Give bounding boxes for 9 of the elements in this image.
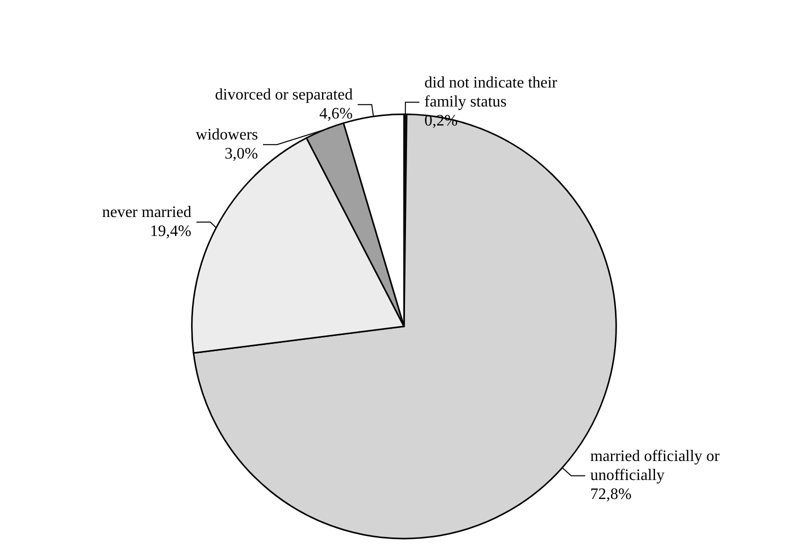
slice-label: married officially or unofficially	[590, 448, 724, 484]
slice-label: never married	[102, 204, 192, 222]
data-label: 4,6%	[319, 106, 353, 123]
slice-label: widowers	[196, 126, 258, 144]
slice-label: divorced or separated	[215, 86, 353, 104]
data-label: 19,4%	[150, 223, 192, 240]
data-label: 72,8%	[590, 486, 632, 504]
slice-label: did not indicate their family status	[424, 74, 562, 111]
data-label: 3,0%	[224, 146, 258, 163]
